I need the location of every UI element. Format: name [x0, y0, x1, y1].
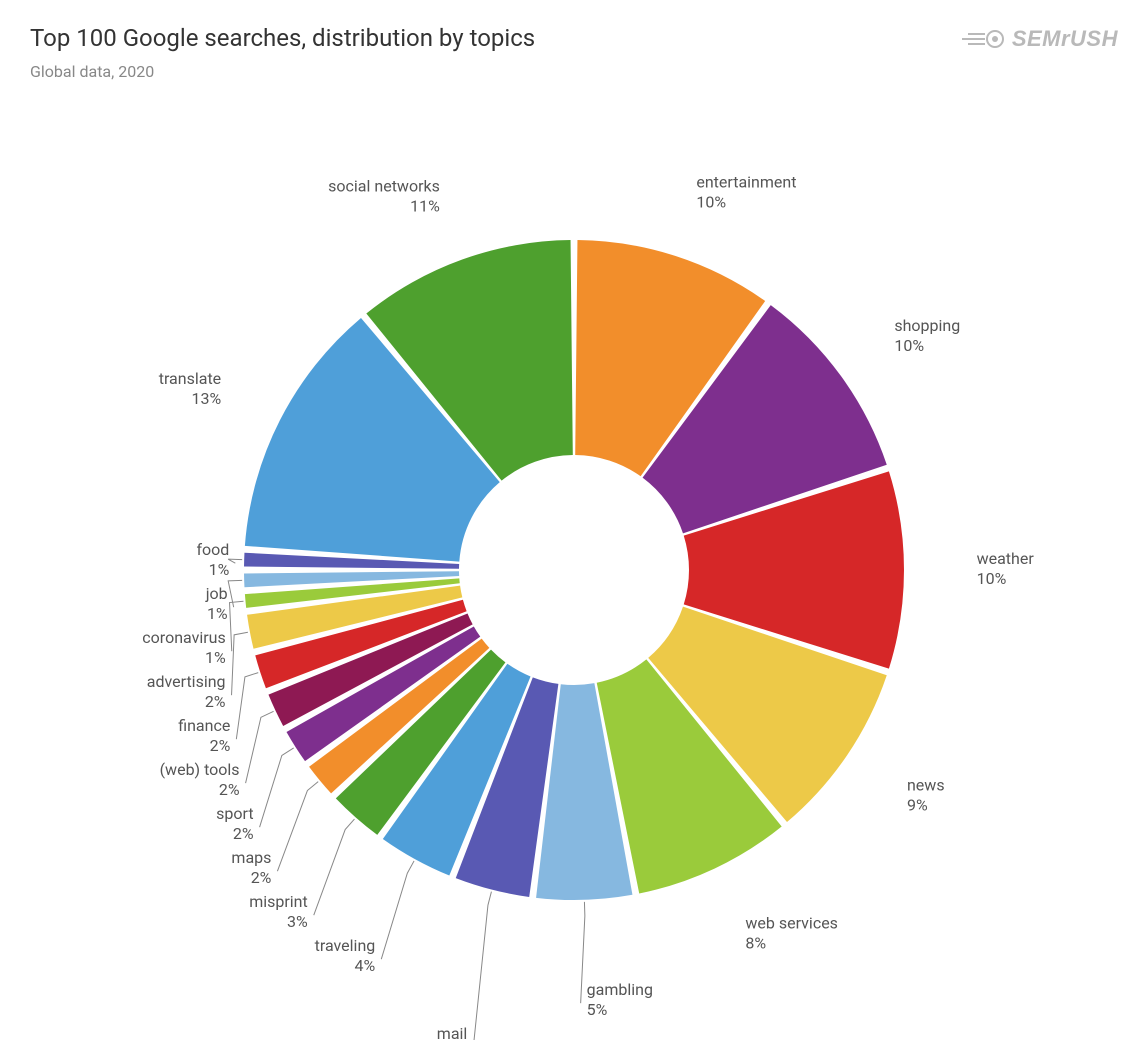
- slice-label: gambling: [587, 980, 653, 999]
- slice-percent: 1%: [207, 604, 228, 623]
- leader-line: [232, 632, 248, 695]
- leader-line: [381, 861, 414, 959]
- page: Top 100 Google searches, distribution by…: [0, 0, 1148, 1060]
- leader-line: [246, 711, 274, 783]
- slice-label: finance: [178, 716, 230, 735]
- slice-label: job: [205, 584, 228, 603]
- slice-label: sport: [216, 804, 253, 823]
- slice-percent: 1%: [205, 648, 226, 667]
- slice-percent: 10%: [977, 569, 1007, 588]
- slice-label: weather: [977, 549, 1035, 568]
- chart-subtitle: Global data, 2020: [30, 62, 1118, 81]
- slice-label: food: [196, 540, 229, 559]
- slice-percent: 2%: [233, 824, 254, 843]
- semrush-icon: [962, 28, 1006, 50]
- slice-label: advertising: [147, 672, 226, 691]
- slice-percent: 5%: [587, 1000, 608, 1019]
- leader-line: [277, 782, 318, 872]
- slice-percent: 2%: [205, 692, 226, 711]
- leader-line: [228, 580, 242, 607]
- slice-percent: 11%: [410, 196, 440, 215]
- slice-label: news: [907, 775, 945, 794]
- leader-line: [260, 748, 294, 827]
- slice-percent: 13%: [191, 389, 221, 408]
- leader-line: [581, 902, 585, 1003]
- slice-label: coronavirus: [142, 628, 225, 647]
- slice-label: shopping: [894, 316, 960, 335]
- brand-logo: SEMrUSH: [962, 26, 1118, 52]
- slice-percent: 2%: [251, 868, 272, 887]
- leader-line: [473, 892, 491, 1040]
- brand-text: SEMrUSH: [1012, 26, 1118, 52]
- slice-percent: 2%: [219, 780, 240, 799]
- leader-line: [228, 559, 242, 563]
- leader-line: [230, 601, 244, 651]
- slice-label: mail: [437, 1024, 468, 1040]
- slice-label: translate: [159, 369, 221, 388]
- slice-label: (web) tools: [160, 760, 240, 779]
- slice-label: social networks: [328, 176, 440, 195]
- slice-label: maps: [231, 848, 271, 867]
- slice-label: web services: [745, 913, 838, 932]
- slice-percent: 8%: [745, 933, 766, 952]
- slice-percent: 4%: [355, 956, 376, 975]
- slice-label: traveling: [315, 936, 376, 955]
- leader-line: [314, 819, 355, 915]
- slice-percent: 3%: [287, 912, 308, 931]
- slice-percent: 9%: [907, 795, 928, 814]
- slice-percent: 1%: [209, 560, 230, 579]
- chart-header: Top 100 Google searches, distribution by…: [30, 24, 1118, 81]
- slice-label: entertainment: [696, 172, 796, 191]
- slice-percent: 2%: [210, 736, 231, 755]
- slice-label: misprint: [249, 892, 308, 911]
- slice-percent: 10%: [894, 336, 924, 355]
- leader-line: [236, 673, 258, 740]
- donut-chart: food1%job1%coronavirus1%advertising2%fin…: [0, 120, 1148, 1040]
- chart-title: Top 100 Google searches, distribution by…: [30, 24, 1118, 52]
- slice-percent: 10%: [696, 192, 726, 211]
